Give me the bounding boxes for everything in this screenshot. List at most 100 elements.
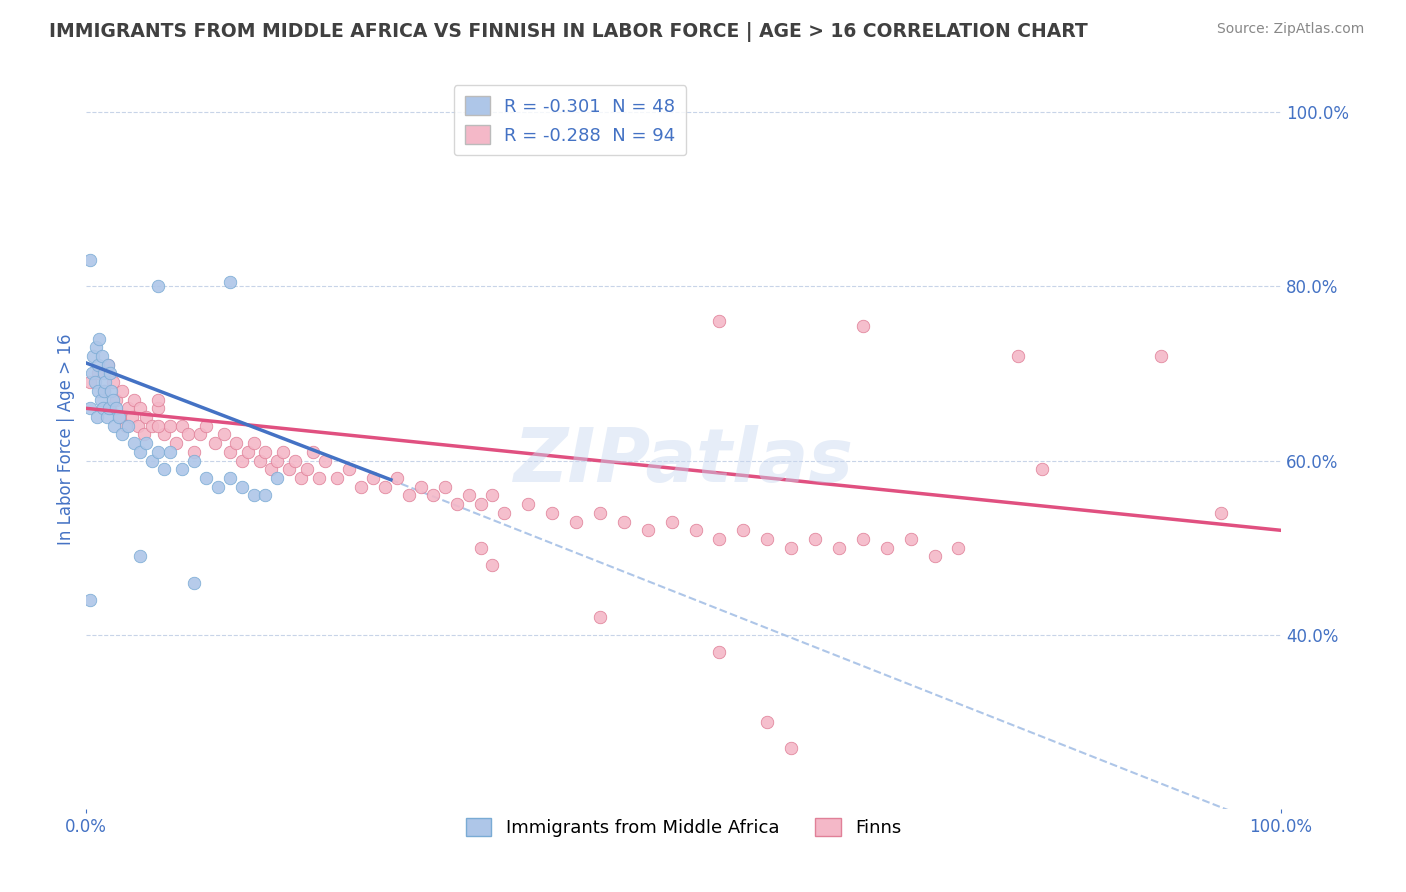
Point xyxy=(129,445,152,459)
Point xyxy=(924,549,946,564)
Point xyxy=(146,445,169,459)
Point xyxy=(79,375,101,389)
Point xyxy=(129,401,152,416)
Point xyxy=(613,515,636,529)
Point xyxy=(114,418,136,433)
Point xyxy=(101,392,124,407)
Point xyxy=(242,488,264,502)
Point xyxy=(314,453,336,467)
Point xyxy=(141,453,163,467)
Point xyxy=(91,401,114,416)
Point xyxy=(254,445,277,459)
Point xyxy=(105,401,128,416)
Point xyxy=(79,593,101,607)
Point xyxy=(90,392,112,407)
Point xyxy=(82,349,104,363)
Point xyxy=(87,358,110,372)
Point xyxy=(457,488,479,502)
Point xyxy=(297,462,319,476)
Point xyxy=(194,471,217,485)
Point xyxy=(589,506,612,520)
Point xyxy=(374,480,396,494)
Point xyxy=(236,445,259,459)
Point xyxy=(153,427,176,442)
Point xyxy=(159,445,181,459)
Point xyxy=(82,367,104,381)
Point xyxy=(93,384,115,398)
Point xyxy=(852,318,875,333)
Point xyxy=(1150,349,1173,363)
Point xyxy=(308,471,330,485)
Point xyxy=(409,480,432,494)
Point xyxy=(900,532,922,546)
Point xyxy=(756,714,779,729)
Point xyxy=(100,384,122,398)
Point xyxy=(111,427,134,442)
Point xyxy=(494,506,516,520)
Point xyxy=(517,497,540,511)
Point xyxy=(207,480,229,494)
Point xyxy=(350,480,373,494)
Point xyxy=(87,367,110,381)
Point xyxy=(194,418,217,433)
Point xyxy=(101,375,124,389)
Point xyxy=(87,384,110,398)
Point xyxy=(146,279,169,293)
Point xyxy=(103,418,125,433)
Point xyxy=(780,541,803,555)
Point xyxy=(1007,349,1029,363)
Point xyxy=(183,575,205,590)
Point xyxy=(685,524,707,538)
Point xyxy=(117,401,139,416)
Point xyxy=(804,532,827,546)
Point xyxy=(218,275,240,289)
Point xyxy=(135,410,157,425)
Text: IMMIGRANTS FROM MIDDLE AFRICA VS FINNISH IN LABOR FORCE | AGE > 16 CORRELATION C: IMMIGRANTS FROM MIDDLE AFRICA VS FINNISH… xyxy=(49,22,1088,42)
Point xyxy=(146,418,169,433)
Point xyxy=(122,436,145,450)
Point xyxy=(93,384,115,398)
Point xyxy=(183,453,205,467)
Point xyxy=(231,480,253,494)
Point xyxy=(170,418,193,433)
Point xyxy=(709,314,731,328)
Point xyxy=(127,418,149,433)
Point xyxy=(260,462,283,476)
Point xyxy=(326,471,349,485)
Point xyxy=(108,410,131,425)
Point xyxy=(385,471,408,485)
Point xyxy=(290,471,312,485)
Point xyxy=(242,436,264,450)
Point xyxy=(481,558,503,573)
Point xyxy=(159,418,181,433)
Point xyxy=(93,367,115,381)
Point xyxy=(96,410,118,425)
Point xyxy=(1211,506,1233,520)
Point xyxy=(117,418,139,433)
Point xyxy=(433,480,456,494)
Point xyxy=(361,471,384,485)
Point xyxy=(83,375,105,389)
Point xyxy=(565,515,588,529)
Point xyxy=(183,445,205,459)
Point xyxy=(422,488,444,502)
Point xyxy=(98,401,121,416)
Point xyxy=(709,645,731,659)
Point xyxy=(541,506,564,520)
Point xyxy=(225,436,247,450)
Point xyxy=(129,549,152,564)
Point xyxy=(79,401,101,416)
Point xyxy=(852,532,875,546)
Point xyxy=(266,453,288,467)
Point xyxy=(84,340,107,354)
Point xyxy=(302,445,325,459)
Point xyxy=(266,471,288,485)
Point xyxy=(481,488,503,502)
Point xyxy=(780,741,803,756)
Point xyxy=(94,375,117,389)
Point xyxy=(79,253,101,268)
Point xyxy=(204,436,226,450)
Point xyxy=(470,497,492,511)
Point xyxy=(86,410,108,425)
Point xyxy=(188,427,211,442)
